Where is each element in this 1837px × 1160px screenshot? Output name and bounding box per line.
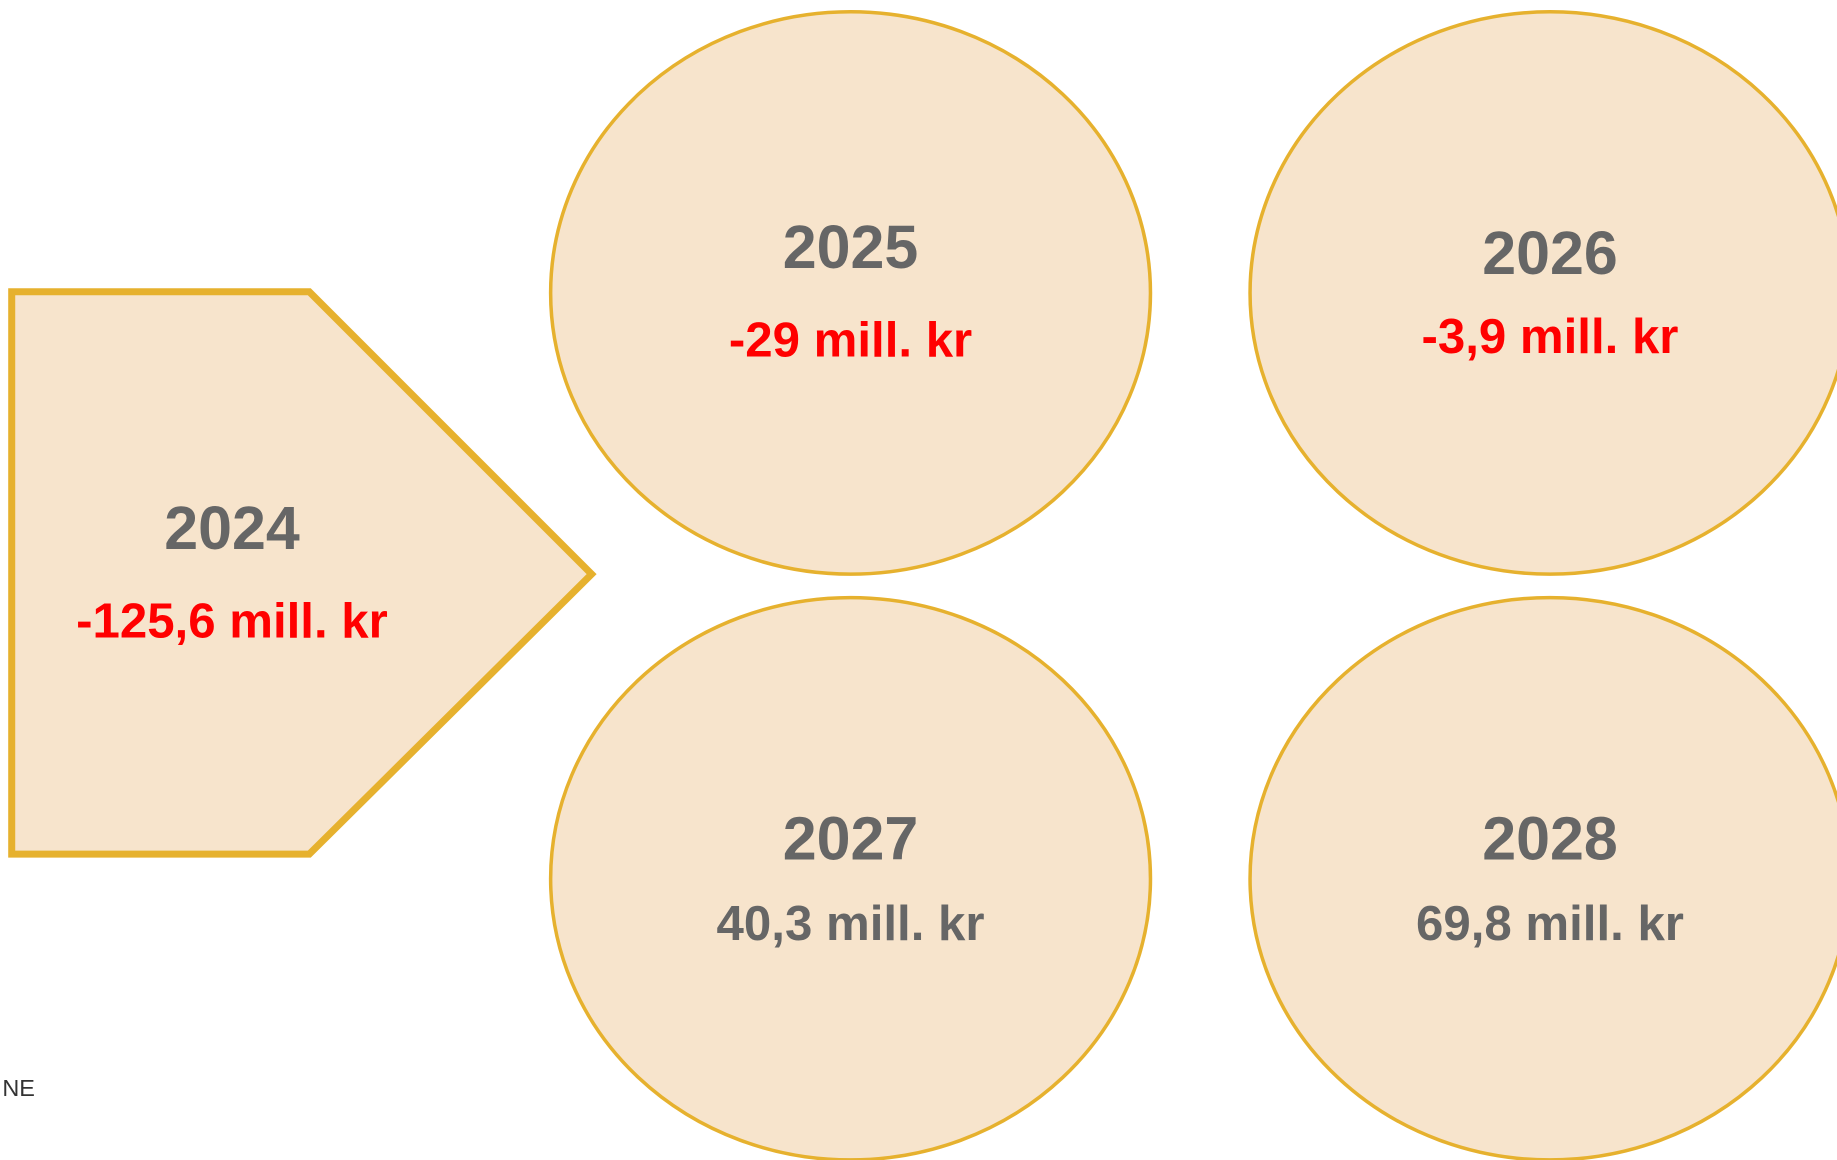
value-label: 40,3 mill. kr	[717, 896, 985, 951]
value-label: -3,9 mill. kr	[1421, 309, 1678, 364]
arrow-shape	[8, 288, 597, 858]
value-label: -29 mill. kr	[729, 312, 972, 367]
ellipse	[548, 595, 1153, 1160]
ellipse	[1248, 595, 1837, 1160]
year-label: 2025	[783, 213, 919, 281]
ellipse	[1248, 10, 1837, 576]
year-label: 2027	[783, 805, 919, 873]
year-label: 2028	[1482, 805, 1617, 873]
year-label: 2026	[1482, 219, 1617, 287]
ellipse	[548, 10, 1153, 576]
year-label: 2024	[164, 494, 300, 562]
footer: NE	[2, 1075, 35, 1101]
value-label: -125,6 mill. kr	[76, 594, 388, 649]
value-label: 69,8 mill. kr	[1416, 896, 1684, 951]
